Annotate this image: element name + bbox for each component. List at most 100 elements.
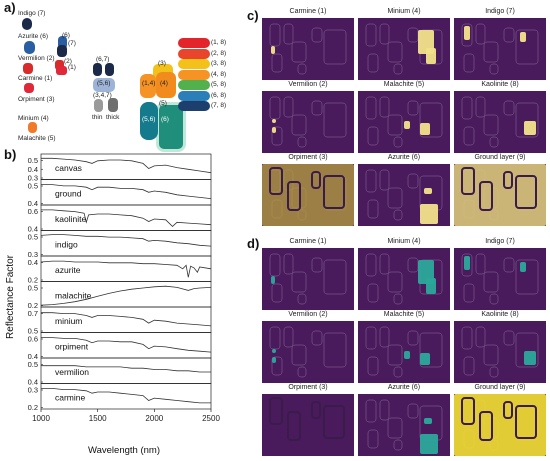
c-outline-5-3 (503, 100, 515, 116)
spectrum-line-kaolinite (41, 209, 212, 227)
d-outline-7-3 (407, 403, 419, 419)
d-struct-8-2 (503, 401, 513, 419)
swatch-label-orpiment: Orpiment (3) (18, 96, 55, 103)
c-outline-3-5 (271, 126, 283, 146)
num-tag-6: (6) (62, 32, 70, 39)
xtick-1: 1500 (89, 414, 107, 423)
thick-label: thick (106, 114, 120, 121)
d-outline-0-6 (297, 293, 307, 305)
ytick-kaolinite-0: 0.6 (28, 207, 38, 216)
c-map-title-3: Vermilion (2) (288, 81, 328, 88)
stripe-tag-3: (4, 8) (211, 70, 227, 78)
c-map-art-3 (269, 96, 347, 148)
swatch-carmine-2 (56, 66, 67, 75)
d-map-1 (358, 248, 450, 310)
ytick-canvas-0: 0.5 (28, 156, 38, 165)
d-spot-7-0 (420, 434, 438, 454)
spectrum-label-kaolinite: kaolinite (55, 214, 86, 224)
panel-label-b: b) (4, 147, 17, 162)
d-outline-4-2 (387, 344, 403, 366)
xtick-2: 2000 (145, 414, 163, 423)
stripe-tag-2: (3, 8) (211, 60, 227, 67)
stripe-tag-5: (6, 8) (211, 91, 227, 99)
ytick-canvas-2: 0.3 (28, 174, 38, 183)
c-spot-4-0 (404, 121, 410, 129)
c-outline-2-1 (475, 23, 486, 45)
stripe-4 (178, 80, 210, 90)
swatch-label-carmine: Carmine (1) (18, 75, 53, 82)
c-outline-4-6 (393, 136, 403, 148)
ytick-carmine-1: 0.2 (28, 403, 38, 412)
c-outline-3-3 (311, 100, 323, 116)
c-spot-2-1 (520, 32, 526, 42)
d-map-title-3: Vermilion (2) (288, 311, 328, 318)
c-map-title-4: Malachite (5) (383, 81, 425, 88)
c-spot-7-0 (420, 204, 438, 224)
mix-swatch-grey (94, 99, 103, 112)
d-spot-2-1 (520, 262, 526, 272)
c-spot-2-0 (464, 26, 470, 40)
swatch-label-vermilion: Vermilion (2) (18, 55, 55, 62)
spectrum-line-canvas (41, 157, 212, 174)
c-outline-0-0 (269, 23, 281, 47)
stripe-3 (178, 69, 210, 80)
spectrum-label-azurite: azurite (55, 265, 81, 275)
d-map-art-7 (365, 399, 443, 454)
c-map-art-2 (461, 23, 539, 75)
c-outline-5-6 (489, 136, 499, 148)
d-spot-5-0 (524, 351, 536, 365)
d-struct-6-3 (323, 405, 345, 439)
d-outline-2-1 (475, 253, 486, 275)
swatch-carmine (24, 83, 34, 93)
d-map-4 (358, 321, 450, 383)
d-outline-0-0 (269, 253, 281, 277)
c-outline-1-5 (367, 53, 379, 73)
ytick-carmine-0: 0.3 (28, 386, 38, 395)
panel-label-d: d) (247, 236, 260, 251)
c-outline-3-1 (283, 96, 294, 118)
c-outline-7-5 (367, 199, 379, 219)
c-map-title-8: Ground layer (9) (474, 154, 526, 161)
num-tag-7: (7) (68, 40, 76, 47)
c-map-art-6 (262, 164, 354, 226)
c-map-art-4 (365, 96, 443, 148)
d-map-3 (262, 321, 354, 383)
swatch-azurite (24, 41, 35, 54)
stripe-stack: (1, 8) (2, 8) (3, 8) (4, 8) (5, 8) (6, 8) (7, … (178, 38, 228, 118)
swatch-indigo-2 (57, 45, 67, 57)
c-struct-8-2 (503, 171, 513, 189)
ytick-minium-1: 0.5 (28, 327, 38, 336)
d-spot-8-0 (454, 394, 546, 456)
c-spot-8-0 (454, 164, 546, 226)
stripe-5 (178, 90, 210, 101)
c-outline-3-0 (269, 96, 281, 120)
panel-a-pigment-mockup: Indigo (7) Azurite (6) (6) (7) Vermilion… (0, 0, 240, 152)
d-map-title-2: Indigo (7) (485, 238, 515, 245)
c-outline-5-1 (475, 96, 486, 118)
d-map-art-8 (454, 394, 546, 456)
d-outline-1-1 (379, 253, 390, 275)
d-map-0 (262, 248, 354, 310)
c-spot-1-1 (426, 48, 436, 64)
d-outline-4-3 (407, 330, 419, 346)
d-map-art-1 (365, 253, 443, 305)
c-outline-5-4 (515, 102, 539, 138)
ytick-orpiment-0: 0.6 (28, 335, 38, 344)
swatch-vermilion-2 (55, 60, 64, 70)
d-spot-7-1 (424, 418, 432, 424)
d-outline-2-3 (503, 257, 515, 273)
grid-swatch-minium (140, 74, 156, 98)
spectrum-label-malachite: malachite (55, 291, 92, 301)
c-outline-4-3 (407, 100, 419, 116)
grid-tag-3: (3) (158, 60, 166, 67)
c-map-title-6: Orpiment (3) (288, 154, 328, 161)
d-map-title-6: Orpiment (3) (288, 384, 328, 391)
spectra-chart: canvas0.50.40.3ground0.50.4kaolinite0.60… (5, 153, 220, 456)
ytick-ground-0: 0.5 (28, 182, 38, 191)
d-map-6 (262, 394, 354, 456)
d-outline-3-5 (271, 356, 283, 376)
spectrum-frame-carmine (40, 383, 212, 410)
c-outline-2-6 (489, 63, 499, 75)
ytick-orpiment-1: 0.4 (28, 352, 38, 361)
c-map-6 (262, 164, 354, 226)
